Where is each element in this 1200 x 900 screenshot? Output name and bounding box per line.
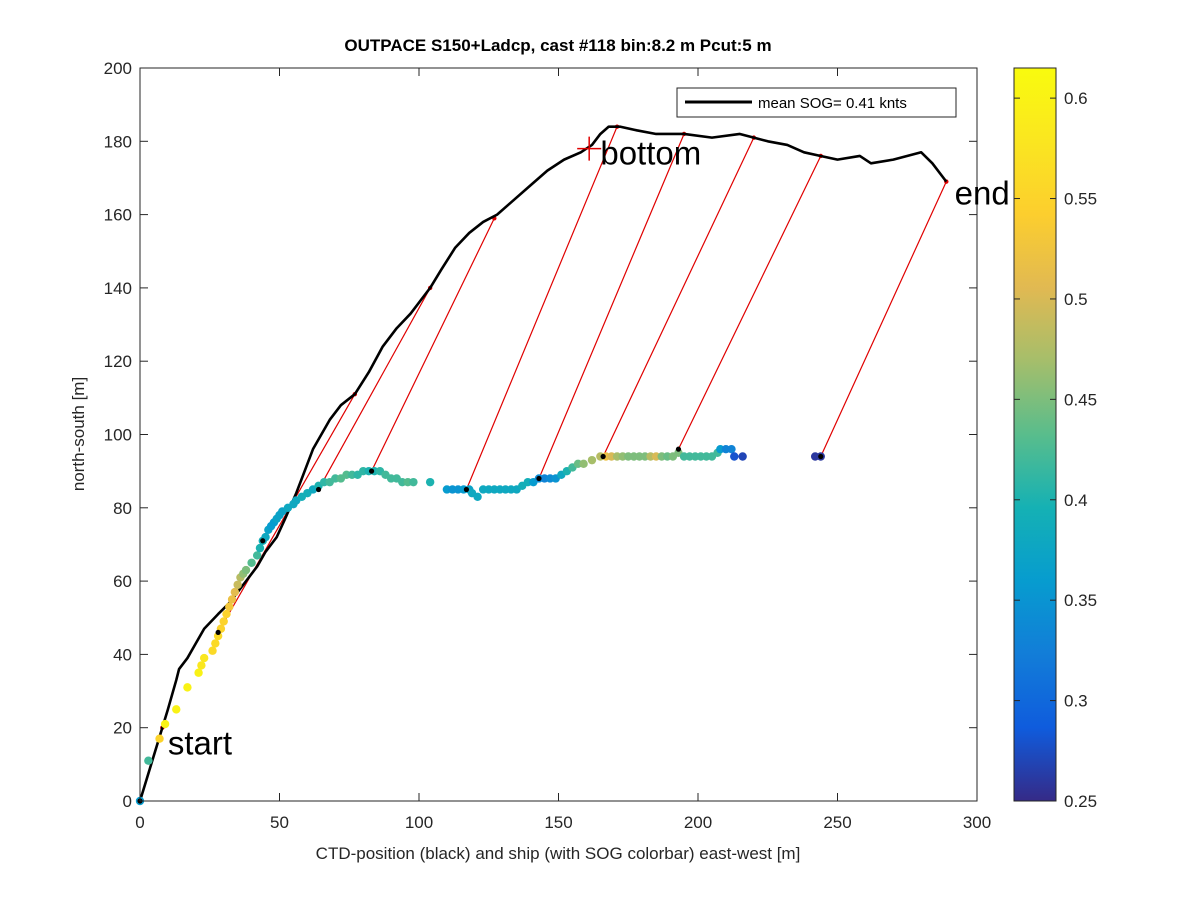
ship-point: [183, 683, 192, 692]
ship-sync-marker: [818, 453, 824, 460]
colorbar-tick-label: 0.5: [1064, 290, 1088, 309]
legend-entry: mean SOG= 0.41 knts: [758, 95, 907, 112]
ship-point: [213, 631, 223, 641]
connector-line: [538, 133, 685, 479]
ship-point: [587, 455, 597, 465]
x-axis-label: CTD-position (black) and ship (with SOG …: [316, 844, 801, 863]
connector-line: [602, 137, 755, 457]
ship-point: [199, 653, 209, 663]
x-tick-label: 300: [963, 813, 991, 832]
y-tick-label: 140: [104, 279, 132, 298]
y-tick-label: 40: [113, 645, 132, 664]
axes-box: [139, 67, 978, 802]
ship-point: [194, 668, 203, 677]
x-tick-label: 250: [823, 813, 851, 832]
y-tick-label: 20: [113, 719, 132, 738]
ship-sync-marker: [215, 629, 221, 636]
ship-point: [730, 452, 739, 461]
ship-sync-marker: [368, 468, 375, 474]
y-tick-label: 180: [104, 132, 132, 151]
ship-point: [172, 705, 181, 714]
connector-line: [318, 287, 431, 490]
ship-sync-marker: [600, 453, 606, 460]
ship-point: [219, 617, 228, 626]
ship-sync-marker: [463, 486, 470, 493]
y-axis-label: north-south [m]: [69, 377, 88, 491]
y-tick-label: 80: [113, 499, 132, 518]
y-tick-label: 0: [123, 792, 132, 811]
connector-line: [465, 126, 618, 490]
annotation-bottom: bottom: [600, 134, 701, 171]
annotation-end: end: [955, 175, 1010, 212]
ship-point: [144, 756, 153, 765]
ship-points-layer: [135, 444, 825, 806]
ship-point: [222, 609, 231, 619]
x-tick-label: 200: [684, 813, 712, 832]
colorbar-tick-label: 0.25: [1064, 792, 1097, 811]
y-tick-label: 100: [104, 426, 132, 445]
ship-point: [473, 492, 482, 502]
ship-point: [227, 595, 237, 604]
ship-point: [409, 477, 418, 487]
ship-point: [160, 719, 170, 729]
connector-line: [371, 218, 495, 472]
plot-area: start bottom end: [135, 67, 1010, 806]
legend: mean SOG= 0.41 knts: [676, 87, 957, 118]
connector-line: [820, 181, 947, 457]
colorbar: 0.25 0.3 0.35 0.4 0.45 0.5 0.55 0.6: [1013, 67, 1097, 811]
ship-point: [738, 452, 747, 461]
ship-point: [233, 580, 242, 589]
ship-point: [255, 543, 265, 553]
x-axis: 0 50 100 150 200 250 300: [135, 68, 991, 832]
ship-point: [225, 602, 234, 611]
colorbar-tick-label: 0.45: [1064, 390, 1097, 409]
y-tick-label: 120: [104, 352, 132, 371]
ship-sync-marker: [260, 538, 266, 544]
colorbar-ticks: 0.25 0.3 0.35 0.4 0.45 0.5 0.55 0.6: [1014, 89, 1097, 811]
y-tick-label: 200: [104, 59, 132, 78]
colorbar-gradient: [1013, 67, 1057, 802]
x-tick-label: 100: [405, 813, 433, 832]
ship-point: [155, 734, 164, 743]
ship-point: [208, 646, 217, 655]
annotation-start: start: [168, 724, 232, 761]
ship-point: [247, 558, 256, 567]
chart-title: OUTPACE S150+Ladcp, cast #118 bin:8.2 m …: [344, 36, 771, 55]
ship-point: [252, 551, 262, 560]
colorbar-tick-label: 0.3: [1064, 692, 1088, 711]
ship-point: [211, 639, 220, 648]
y-tick-label: 60: [113, 572, 132, 591]
ship-sync-marker: [536, 475, 542, 482]
x-tick-label: 0: [135, 813, 144, 832]
y-tick-label: 160: [104, 206, 132, 225]
colorbar-tick-label: 0.6: [1064, 89, 1088, 108]
y-axis: 0 20 40 60 80 100 120 140 160 180 200: [104, 59, 977, 811]
ship-sync-marker: [675, 446, 682, 452]
ship-sync-marker: [315, 486, 322, 493]
connector-line: [677, 155, 822, 450]
x-tick-label: 50: [270, 813, 289, 832]
ship-point: [197, 661, 206, 670]
colorbar-tick-label: 0.4: [1064, 491, 1088, 510]
colorbar-tick-label: 0.35: [1064, 591, 1097, 610]
x-tick-label: 150: [544, 813, 572, 832]
ship-point: [727, 444, 736, 454]
ship-point: [241, 565, 251, 575]
colorbar-tick-label: 0.55: [1064, 190, 1097, 209]
ship-point: [230, 587, 240, 597]
ship-point: [425, 477, 435, 487]
annotations-layer: start bottom end: [168, 134, 1010, 761]
ship-point: [579, 459, 588, 469]
